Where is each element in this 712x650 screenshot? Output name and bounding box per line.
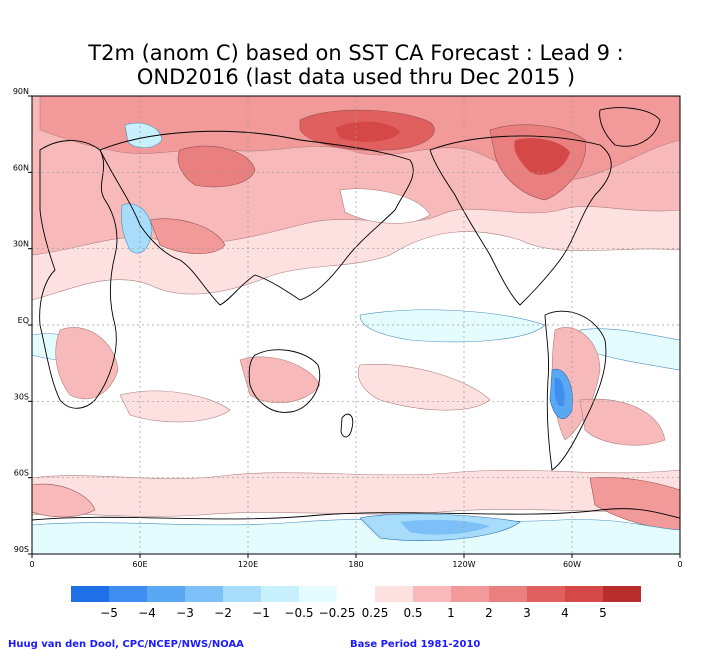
colorbar-label: 1 <box>447 606 455 620</box>
colorbar-swatch <box>565 586 603 602</box>
coastline-asia <box>99 130 414 306</box>
x-tick-label: 60W <box>563 560 581 569</box>
colorbar-label: −4 <box>138 606 156 620</box>
colorbar-label: 4 <box>561 606 569 620</box>
colorbar-swatch <box>413 586 451 602</box>
colorbar-swatch <box>603 586 641 602</box>
y-tick-label: EQ <box>18 316 29 325</box>
y-tick-label: 30N <box>13 240 29 249</box>
warm-patch-south-indian <box>32 483 96 518</box>
cool-patch-scandinavia <box>124 122 163 149</box>
warm-patch-weddell <box>589 477 680 531</box>
colorbar-swatch <box>71 586 109 602</box>
colorbar-label: 5 <box>599 606 607 620</box>
colorbar-label: 0.5 <box>403 606 422 620</box>
colorbar: −5 −4 −3 −2 −1 −0.5 −0.25 0.25 0.5 1 2 3 4 5 <box>71 585 641 620</box>
x-tick-labels: 0 60E 120E 180 120W 60W 0 <box>29 560 682 569</box>
x-tick-label: 120W <box>452 560 475 569</box>
warm-patch-indian-south <box>119 390 231 423</box>
colorbar-label: −1 <box>252 606 270 620</box>
warm-core-arctic-2 <box>335 121 400 142</box>
colorbar-swatch <box>109 586 147 602</box>
x-tick-label: 180 <box>348 560 363 569</box>
colorbar-swatch <box>299 586 337 602</box>
warm-patch-southern-pacific <box>357 363 491 411</box>
x-tick-label: 120E <box>238 560 258 569</box>
coastline-greenland <box>599 107 661 147</box>
x-tick-label: 0 <box>677 560 682 569</box>
base-period-text: Base Period 1981-2010 <box>350 639 481 650</box>
warm-core-canada-2 <box>514 138 570 175</box>
y-tick-labels: 90N 60N 30N EQ 30S 60S 90S <box>13 87 29 554</box>
graticule <box>32 96 680 554</box>
warm-core-asia <box>177 145 256 188</box>
warm-patch-south-atlantic <box>579 398 666 446</box>
colorbar-label: −0.25 <box>319 606 356 620</box>
coastline-europe-africa <box>39 140 118 409</box>
cool-patch-arabia <box>120 203 153 254</box>
warm-belt-southern-ocean <box>32 469 680 517</box>
warm-patch-australia <box>239 356 321 404</box>
colorbar-swatch <box>527 586 565 602</box>
colorbar-swatch <box>261 586 299 602</box>
warm-core-india <box>149 218 226 254</box>
coastlines <box>32 107 680 521</box>
coastline-new-zealand <box>340 413 354 438</box>
colorbar-label: −3 <box>176 606 194 620</box>
cool-band-equator <box>359 309 546 343</box>
colorbar-label: 0.25 <box>362 606 389 620</box>
x-tick-label: 0 <box>29 560 34 569</box>
cool-core-ross-2 <box>400 519 490 535</box>
colorbar-swatch <box>185 586 223 602</box>
y-tick-label: 90S <box>14 545 29 554</box>
colorbar-label: −5 <box>100 606 118 620</box>
colorbar-label: −0.5 <box>284 606 313 620</box>
y-tick-label: 60S <box>14 469 29 478</box>
colorbar-label: 3 <box>523 606 531 620</box>
colorbar-swatch <box>223 586 261 602</box>
tick-marks <box>28 95 681 558</box>
x-tick-label: 60E <box>132 560 147 569</box>
colorbar-swatch <box>147 586 185 602</box>
colorbar-swatch <box>489 586 527 602</box>
colorbar-swatch <box>451 586 489 602</box>
coastline-north-america <box>429 135 612 306</box>
colorbar-label: 2 <box>485 606 493 620</box>
coastline-australia <box>248 349 321 413</box>
map-title-line-2: OND2016 (last data used thru Dec 2015 ) <box>136 65 576 89</box>
coastline-south-america <box>544 310 607 471</box>
y-tick-label: 30S <box>14 392 29 401</box>
cool-patch-pacific <box>339 188 431 224</box>
map-title-line-1: T2m (anom C) based on SST CA Forecast : … <box>88 41 624 65</box>
y-tick-label: 60N <box>13 163 29 172</box>
colorbar-label: −2 <box>214 606 232 620</box>
credit-text: Huug van den Dool, CPC/NCEP/NWS/NOAA <box>8 639 244 650</box>
cool-patch-argentina-2 <box>554 377 565 407</box>
colorbar-swatch <box>375 586 413 602</box>
colorbar-swatch <box>336 585 376 603</box>
y-tick-label: 90N <box>13 87 29 96</box>
coastline-antarctica <box>32 508 680 521</box>
warm-patch-africa <box>55 327 119 400</box>
